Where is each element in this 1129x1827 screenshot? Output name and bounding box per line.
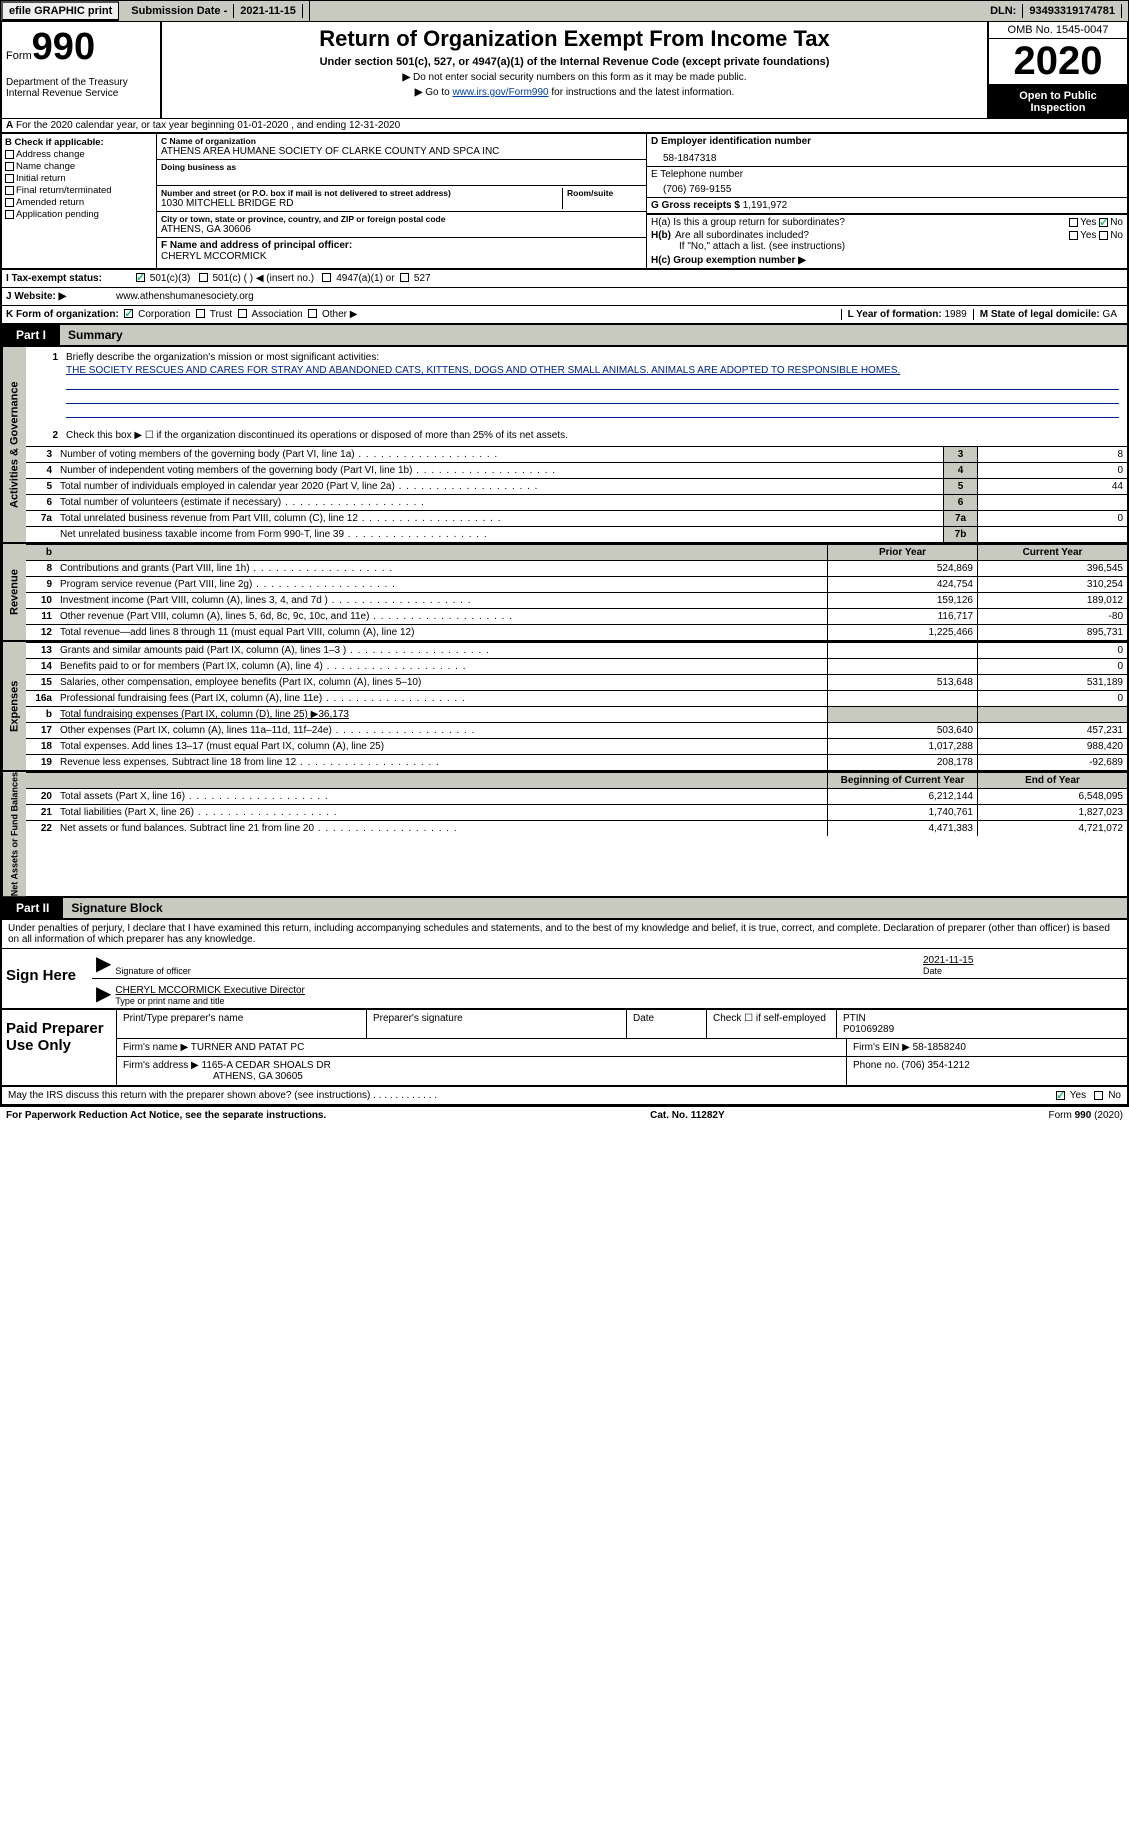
tax-year: 2020 <box>989 39 1127 86</box>
telephone: (706) 769-9155 <box>651 180 1123 195</box>
chk-527[interactable] <box>400 273 409 282</box>
chk-amended[interactable] <box>5 198 14 207</box>
form-header: Form990 Department of the Treasury Inter… <box>0 22 1129 118</box>
instructions-link[interactable]: www.irs.gov/Form990 <box>452 87 548 98</box>
subtitle: Under section 501(c), 527, or 4947(a)(1)… <box>168 56 981 68</box>
chk-name[interactable] <box>5 162 14 171</box>
org-address: 1030 MITCHELL BRIDGE RD <box>161 198 562 209</box>
chk-initial[interactable] <box>5 174 14 183</box>
discuss-yes[interactable] <box>1056 1091 1065 1100</box>
firm-name: TURNER AND PATAT PC <box>191 1042 305 1053</box>
net-assets: Net Assets or Fund Balances Beginning of… <box>0 772 1129 898</box>
org-city: ATHENS, GA 30606 <box>161 224 642 235</box>
section-b-h: B Check if applicable: Address change Na… <box>0 134 1129 270</box>
open-inspection: Open to Public Inspection <box>989 86 1127 118</box>
ha-no[interactable] <box>1099 218 1108 227</box>
org-name: ATHENS AREA HUMANE SOCIETY OF CLARKE COU… <box>161 146 642 157</box>
activities-governance: Activities & Governance 1 Briefly descri… <box>0 347 1129 544</box>
page-footer: For Paperwork Reduction Act Notice, see … <box>0 1105 1129 1124</box>
firm-ein: 58-1858240 <box>913 1042 966 1053</box>
principal-officer: CHERYL MCCORMICK <box>161 251 642 262</box>
line-a: A For the 2020 calendar year, or tax yea… <box>0 118 1129 134</box>
website: www.athenshumanesociety.org <box>116 291 254 302</box>
chk-501c3[interactable] <box>136 273 145 282</box>
perjury-statement: Under penalties of perjury, I declare th… <box>0 920 1129 948</box>
revenue: Revenue bPrior YearCurrent Year 8Contrib… <box>0 544 1129 642</box>
chk-4947[interactable] <box>322 273 331 282</box>
row-form-org: K Form of organization: Corporation Trus… <box>0 306 1129 325</box>
chk-assoc[interactable] <box>238 309 247 318</box>
check-if-applicable: B Check if applicable: Address change Na… <box>2 134 157 268</box>
chk-other[interactable] <box>308 309 317 318</box>
row-website: J Website: ▶ www.athenshumanesociety.org <box>0 288 1129 306</box>
gross-receipts: 1,191,972 <box>743 200 788 211</box>
submission-date: Submission Date - 2021-11-15 <box>119 1 310 21</box>
mission-text: THE SOCIETY RESCUES AND CARES FOR STRAY … <box>66 365 1119 376</box>
omb-number: OMB No. 1545-0047 <box>989 22 1127 39</box>
chk-trust[interactable] <box>196 309 205 318</box>
top-toolbar: efile GRAPHIC print Submission Date - 20… <box>0 0 1129 22</box>
ha-yes[interactable] <box>1069 218 1078 227</box>
paid-preparer-block: Paid Preparer Use Only Print/Type prepar… <box>0 1010 1129 1087</box>
efile-print-button[interactable]: efile GRAPHIC print <box>1 1 119 21</box>
dept-treasury: Department of the Treasury Internal Reve… <box>6 77 156 99</box>
hb-yes[interactable] <box>1069 231 1078 240</box>
part-i-header: Part I Summary <box>0 325 1129 347</box>
discuss-row: May the IRS discuss this return with the… <box>0 1087 1129 1105</box>
dln: DLN: 93493319174781 <box>978 1 1128 21</box>
part-ii-header: Part II Signature Block <box>0 898 1129 920</box>
hb-no[interactable] <box>1099 231 1108 240</box>
row-tax-status: I Tax-exempt status: 501(c)(3) 501(c) ( … <box>0 270 1129 288</box>
officer-name: CHERYL MCCORMICK Executive Director <box>115 985 1123 996</box>
discuss-no[interactable] <box>1094 1091 1103 1100</box>
org-info: C Name of organization ATHENS AREA HUMAN… <box>157 134 647 268</box>
title-box: Return of Organization Exempt From Incom… <box>162 22 987 118</box>
expenses: Expenses 13Grants and similar amounts pa… <box>0 642 1129 772</box>
sign-here-block: Sign Here ▶ Signature of officer 2021-11… <box>0 948 1129 1010</box>
form-title: Return of Organization Exempt From Incom… <box>168 26 981 52</box>
chk-final[interactable] <box>5 186 14 195</box>
chk-pending[interactable] <box>5 210 14 219</box>
chk-501c[interactable] <box>199 273 208 282</box>
chk-corp[interactable] <box>124 309 133 318</box>
year-box: OMB No. 1545-0047 2020 Open to Public In… <box>987 22 1127 118</box>
form-id-box: Form990 Department of the Treasury Inter… <box>2 22 162 118</box>
chk-address[interactable] <box>5 150 14 159</box>
firm-phone: (706) 354-1212 <box>901 1060 969 1071</box>
ptin: P01069289 <box>843 1024 1121 1035</box>
right-info: D Employer identification number 58-1847… <box>647 134 1127 268</box>
ein: 58-1847318 <box>651 147 1123 164</box>
